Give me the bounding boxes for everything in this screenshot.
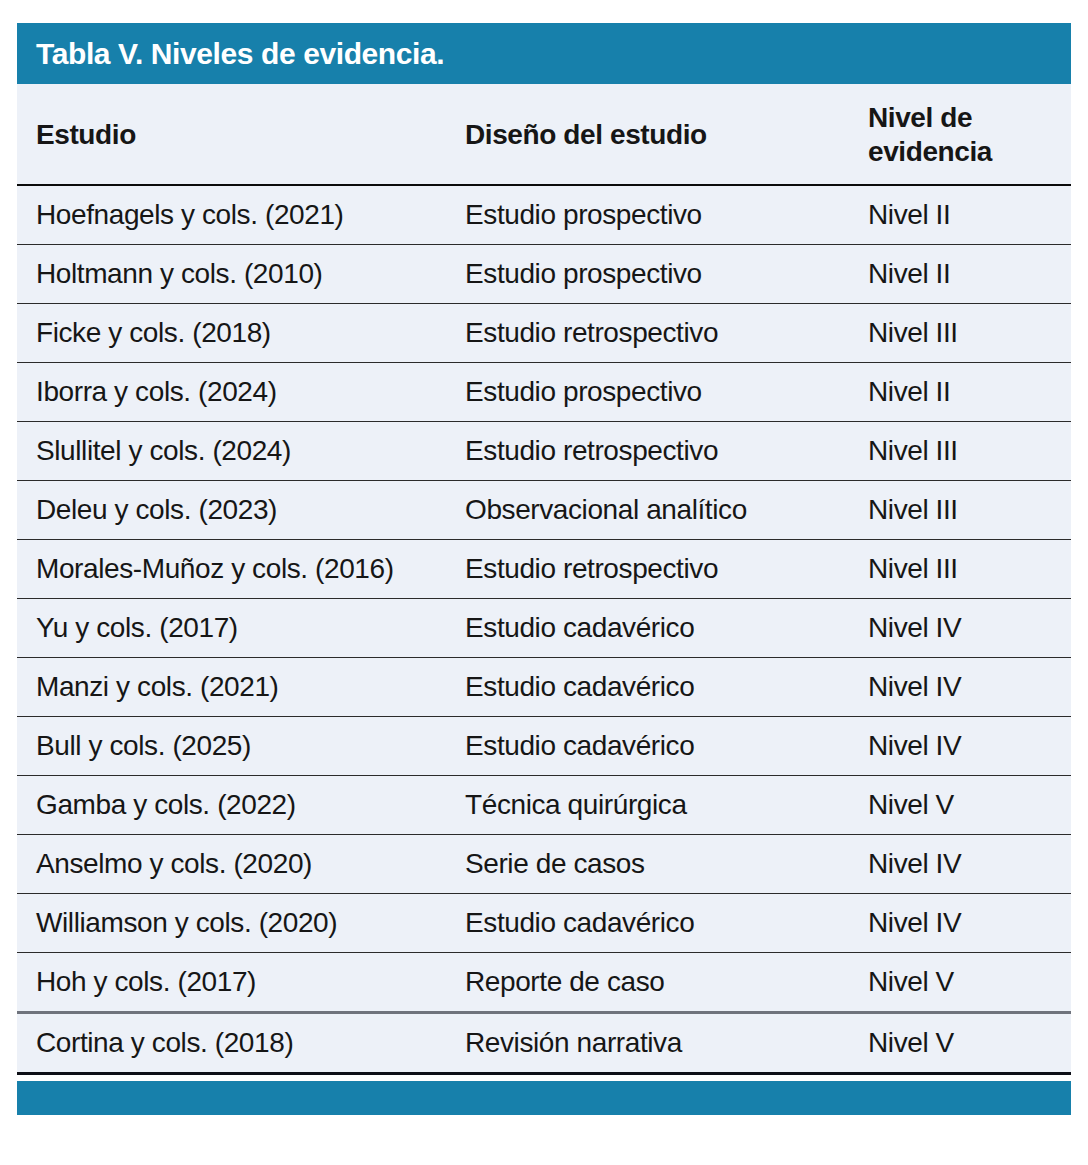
study-cell: Holtmann y cols. (2010) bbox=[17, 245, 448, 304]
table-title: Tabla V. Niveles de evidencia. bbox=[36, 37, 444, 71]
study-cell: Gamba y cols. (2022) bbox=[17, 776, 448, 835]
level-cell: Nivel II bbox=[851, 363, 1071, 422]
level-cell: Nivel IV bbox=[851, 658, 1071, 717]
table-header: Estudio Diseño del estudio Nivel de evid… bbox=[17, 84, 1071, 185]
study-cell: Manzi y cols. (2021) bbox=[17, 658, 448, 717]
table-row: Slullitel y cols. (2024) Estudio retrosp… bbox=[17, 422, 1071, 481]
header-row: Estudio Diseño del estudio Nivel de evid… bbox=[17, 84, 1071, 185]
table-row: Cortina y cols. (2018) Revisión narrativ… bbox=[17, 1013, 1071, 1074]
table-row: Bull y cols. (2025) Estudio cadavérico N… bbox=[17, 717, 1071, 776]
evidence-table: Estudio Diseño del estudio Nivel de evid… bbox=[17, 84, 1071, 1075]
design-cell: Técnica quirúrgica bbox=[448, 776, 851, 835]
design-cell: Estudio retrospectivo bbox=[448, 422, 851, 481]
table-row: Hoefnagels y cols. (2021) Estudio prospe… bbox=[17, 185, 1071, 245]
level-cell: Nivel V bbox=[851, 953, 1071, 1013]
footer-accent-bar bbox=[17, 1081, 1071, 1115]
table-row: Yu y cols. (2017) Estudio cadavérico Niv… bbox=[17, 599, 1071, 658]
level-cell: Nivel III bbox=[851, 481, 1071, 540]
table-row: Morales-Muñoz y cols. (2016) Estudio ret… bbox=[17, 540, 1071, 599]
study-cell: Hoh y cols. (2017) bbox=[17, 953, 448, 1013]
level-cell: Nivel IV bbox=[851, 599, 1071, 658]
study-cell: Hoefnagels y cols. (2021) bbox=[17, 185, 448, 245]
level-cell: Nivel IV bbox=[851, 835, 1071, 894]
column-header-level: Nivel de evidencia bbox=[851, 84, 1071, 185]
level-cell: Nivel III bbox=[851, 540, 1071, 599]
design-cell: Estudio cadavérico bbox=[448, 658, 851, 717]
design-cell: Reporte de caso bbox=[448, 953, 851, 1013]
level-cell: Nivel III bbox=[851, 304, 1071, 363]
level-cell: Nivel IV bbox=[851, 717, 1071, 776]
table-row: Manzi y cols. (2021) Estudio cadavérico … bbox=[17, 658, 1071, 717]
design-cell: Estudio cadavérico bbox=[448, 717, 851, 776]
design-cell: Estudio prospectivo bbox=[448, 245, 851, 304]
table-figure: Tabla V. Niveles de evidencia. Estudio D… bbox=[17, 23, 1071, 1115]
level-cell: Nivel IV bbox=[851, 894, 1071, 953]
design-cell: Serie de casos bbox=[448, 835, 851, 894]
study-cell: Ficke y cols. (2018) bbox=[17, 304, 448, 363]
table-row: Anselmo y cols. (2020) Serie de casos Ni… bbox=[17, 835, 1071, 894]
study-cell: Anselmo y cols. (2020) bbox=[17, 835, 448, 894]
table-row: Iborra y cols. (2024) Estudio prospectiv… bbox=[17, 363, 1071, 422]
study-cell: Bull y cols. (2025) bbox=[17, 717, 448, 776]
level-cell: Nivel II bbox=[851, 245, 1071, 304]
table-body: Hoefnagels y cols. (2021) Estudio prospe… bbox=[17, 185, 1071, 1074]
design-cell: Estudio prospectivo bbox=[448, 363, 851, 422]
table-row: Williamson y cols. (2020) Estudio cadavé… bbox=[17, 894, 1071, 953]
design-cell: Observacional analítico bbox=[448, 481, 851, 540]
table-row: Deleu y cols. (2023) Observacional analí… bbox=[17, 481, 1071, 540]
design-cell: Estudio retrospectivo bbox=[448, 304, 851, 363]
level-cell: Nivel II bbox=[851, 185, 1071, 245]
design-cell: Estudio retrospectivo bbox=[448, 540, 851, 599]
column-header-design: Diseño del estudio bbox=[448, 84, 851, 185]
study-cell: Cortina y cols. (2018) bbox=[17, 1013, 448, 1074]
design-cell: Estudio prospectivo bbox=[448, 185, 851, 245]
column-header-study: Estudio bbox=[17, 84, 448, 185]
study-cell: Williamson y cols. (2020) bbox=[17, 894, 448, 953]
table-row: Hoh y cols. (2017) Reporte de caso Nivel… bbox=[17, 953, 1071, 1013]
design-cell: Estudio cadavérico bbox=[448, 599, 851, 658]
study-cell: Slullitel y cols. (2024) bbox=[17, 422, 448, 481]
table-title-bar: Tabla V. Niveles de evidencia. bbox=[17, 23, 1071, 84]
study-cell: Deleu y cols. (2023) bbox=[17, 481, 448, 540]
study-cell: Morales-Muñoz y cols. (2016) bbox=[17, 540, 448, 599]
level-cell: Nivel V bbox=[851, 1013, 1071, 1074]
design-cell: Estudio cadavérico bbox=[448, 894, 851, 953]
design-cell: Revisión narrativa bbox=[448, 1013, 851, 1074]
study-cell: Yu y cols. (2017) bbox=[17, 599, 448, 658]
table-row: Gamba y cols. (2022) Técnica quirúrgica … bbox=[17, 776, 1071, 835]
level-cell: Nivel III bbox=[851, 422, 1071, 481]
study-cell: Iborra y cols. (2024) bbox=[17, 363, 448, 422]
table-row: Ficke y cols. (2018) Estudio retrospecti… bbox=[17, 304, 1071, 363]
table-row: Holtmann y cols. (2010) Estudio prospect… bbox=[17, 245, 1071, 304]
level-cell: Nivel V bbox=[851, 776, 1071, 835]
